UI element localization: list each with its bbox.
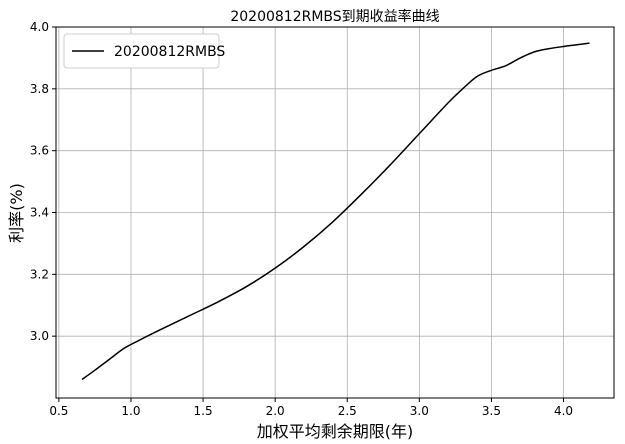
y-tick-label: 3.0 <box>30 329 49 343</box>
x-tick-label: 4.0 <box>554 404 573 418</box>
grid <box>56 26 614 398</box>
x-tick-label: 0.5 <box>49 404 68 418</box>
y-tick-label: 3.6 <box>30 144 49 158</box>
y-axis-ticks: 3.0 3.2 3.4 3.6 3.8 4.0 <box>30 20 56 343</box>
y-tick-label: 3.2 <box>30 267 49 281</box>
y-axis-label: 利率(%) <box>7 183 26 243</box>
series-lines <box>81 42 590 381</box>
x-tick-label: 2.5 <box>338 404 357 418</box>
legend: 20200812RMBS <box>63 33 225 69</box>
x-tick-label: 3.0 <box>410 404 429 418</box>
x-axis-label: 加权平均剩余期限(年) <box>257 422 414 441</box>
x-tick-label: 1.0 <box>121 404 140 418</box>
x-tick-label: 3.5 <box>482 404 501 418</box>
legend-label: 20200812RMBS <box>114 44 225 60</box>
y-tick-label: 3.4 <box>30 206 49 220</box>
legend-box <box>63 33 220 69</box>
x-tick-label: 1.5 <box>194 404 213 418</box>
series-line <box>81 42 590 381</box>
x-tick-label: 2.0 <box>266 404 285 418</box>
y-tick-label: 3.8 <box>30 82 49 96</box>
x-axis-ticks: 0.5 1.0 1.5 2.0 2.5 3.0 3.5 4.0 <box>49 398 573 418</box>
y-tick-label: 4.0 <box>30 20 49 34</box>
chart-title: 20200812RMBS到期收益率曲线 <box>230 8 439 25</box>
